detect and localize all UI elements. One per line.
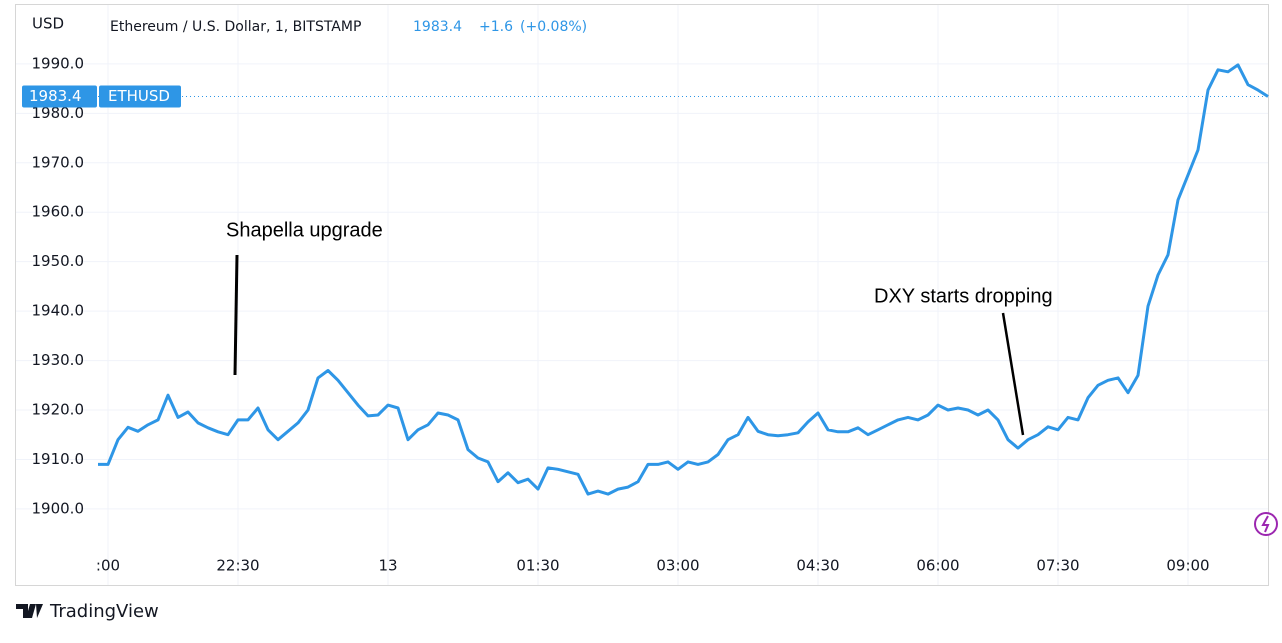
y-tick-label: 1950.0 xyxy=(32,252,85,270)
x-tick-label: 03:00 xyxy=(656,557,699,575)
alert-icon-bolt xyxy=(1261,515,1270,533)
x-tick-label: 09:00 xyxy=(1166,557,1209,575)
annotation: DXY starts dropping xyxy=(874,285,1053,307)
annotation-pointer xyxy=(233,254,239,376)
price-tag-value: 1983.4 xyxy=(29,87,82,105)
y-tick-label: 1940.0 xyxy=(32,302,85,320)
price-tag xyxy=(22,85,97,108)
brand-logo xyxy=(16,604,43,618)
price-line xyxy=(98,63,1269,496)
y-tick-label: 1920.0 xyxy=(32,401,85,419)
x-tick-label: 06:00 xyxy=(916,557,959,575)
annotation: Shapella upgrade xyxy=(226,219,383,241)
y-tick-label: 1910.0 xyxy=(32,450,85,468)
x-tick-label: 22:30 xyxy=(216,557,259,575)
currency-label: USD xyxy=(32,15,64,33)
price-change-percent: (+0.08%) xyxy=(520,19,587,35)
x-tick-label: 01:30 xyxy=(516,557,559,575)
y-tick-label: 1930.0 xyxy=(32,351,85,369)
y-tick-label: 1960.0 xyxy=(32,203,85,221)
x-tick-label: :00 xyxy=(96,557,120,575)
x-tick-label: 04:30 xyxy=(796,557,839,575)
x-tick-label: 07:30 xyxy=(1036,557,1079,575)
symbol-tag xyxy=(99,85,181,108)
chart-frame xyxy=(15,4,1269,586)
brand-name: TradingView xyxy=(49,601,159,622)
price-change: +1.6 xyxy=(479,19,513,35)
y-tick-label: 1980.0 xyxy=(32,104,85,122)
last-price: 1983.4 xyxy=(413,19,462,35)
y-tick-label: 1970.0 xyxy=(32,153,85,171)
chart-title: Ethereum / U.S. Dollar, 1, BITSTAMP xyxy=(110,19,361,35)
x-tick-label: 13 xyxy=(378,557,397,575)
y-tick-label: 1990.0 xyxy=(32,54,85,72)
symbol-tag-name: ETHUSD xyxy=(108,87,170,105)
y-tick-label: 1900.0 xyxy=(32,499,85,517)
annotation-pointer xyxy=(1001,312,1025,436)
